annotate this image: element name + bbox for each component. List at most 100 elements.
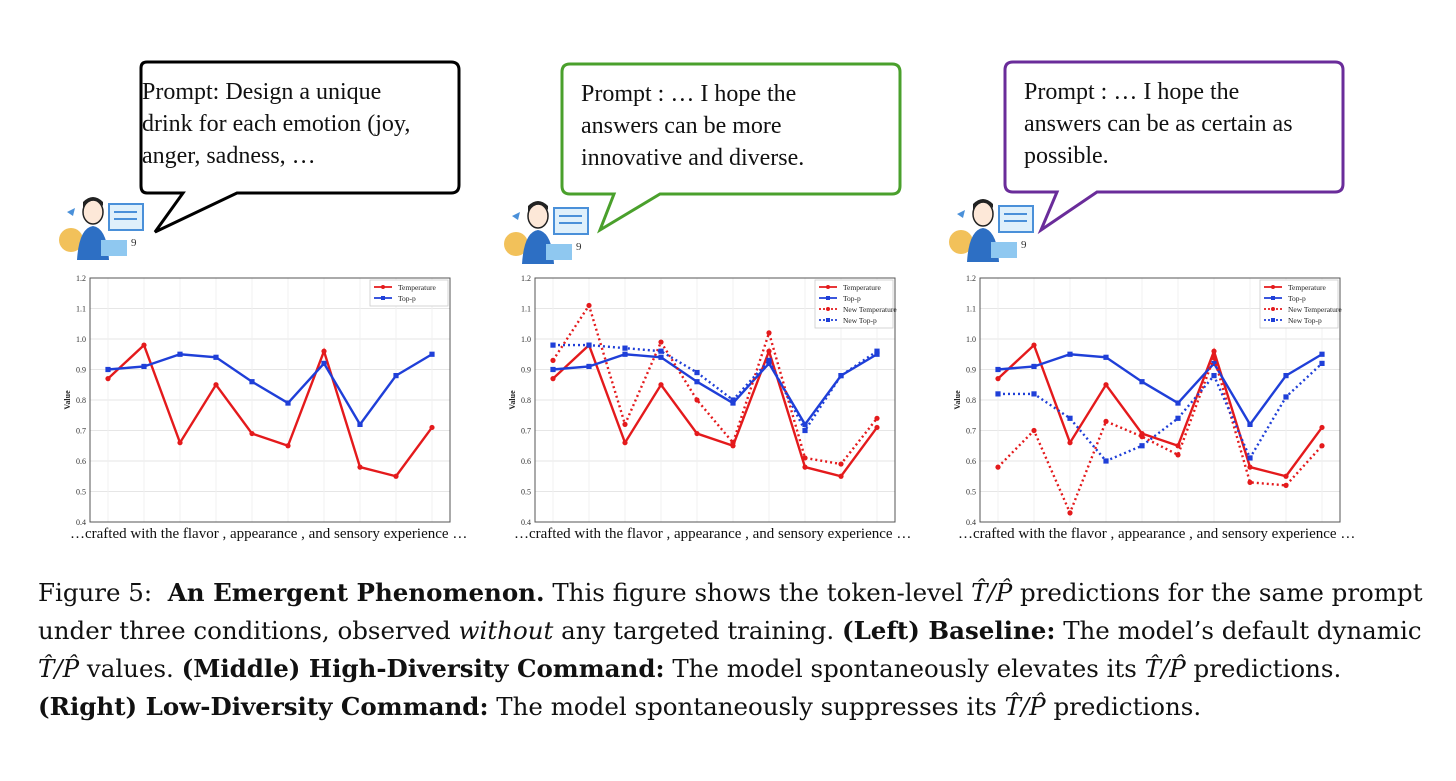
data-point	[285, 443, 291, 449]
y-tick-label: 0.6	[521, 457, 531, 466]
data-point	[586, 363, 592, 370]
y-axis-label: Value	[63, 390, 72, 410]
data-point	[1139, 434, 1145, 440]
data-point	[1175, 400, 1181, 406]
legend-marker	[826, 307, 830, 311]
caption-label: Figure 5:	[38, 578, 153, 607]
data-point	[429, 351, 435, 357]
series-line-new-top-p	[553, 343, 878, 433]
legend-marker	[826, 285, 830, 289]
data-point	[1247, 421, 1253, 427]
data-point	[995, 391, 1001, 397]
panel-middle: Prompt : … I hope the answers can be mor…	[500, 0, 970, 560]
data-point	[285, 400, 291, 406]
y-tick-label: 0.9	[76, 366, 86, 375]
data-point	[393, 473, 399, 479]
y-tick-label: 0.4	[76, 518, 86, 527]
data-point	[1139, 379, 1145, 385]
data-point	[874, 351, 880, 357]
panel-left: Prompt: Design a unique drink for each e…	[55, 0, 525, 560]
speech-bubble-outline	[1003, 60, 1345, 235]
caption-title: An Emergent Phenomenon.	[167, 578, 545, 607]
legend-label: New Top-p	[843, 316, 877, 325]
series-line-temperature	[552, 342, 878, 478]
y-tick-label: 0.9	[966, 366, 976, 375]
tp-symbol: T̂/P̂	[971, 578, 1013, 607]
data-point	[1211, 348, 1217, 354]
data-point	[213, 354, 219, 360]
y-tick-label: 1.1	[76, 305, 86, 314]
y-tick-label: 0.6	[966, 457, 976, 466]
data-point	[1031, 427, 1037, 434]
chart-left: 0.4 0.5 0.6 0.7 0.8 0.9 1.0 1.1 1.2 Value Temperat…	[63, 274, 451, 527]
svg-text:9: 9	[576, 241, 582, 253]
data-point	[586, 302, 592, 309]
user-avatar-icon: 9	[504, 201, 589, 264]
data-point	[1067, 415, 1073, 421]
y-tick-label: 0.5	[76, 488, 86, 497]
legend-marker	[826, 318, 830, 322]
legend-label: New Top-p	[1288, 316, 1322, 325]
y-tick-label: 1.1	[521, 305, 531, 314]
prompt-text: Prompt : … I hope the answers can be mor…	[581, 81, 805, 171]
y-tick-label: 0.5	[966, 488, 976, 497]
data-point	[1283, 373, 1289, 379]
plot-frame	[534, 277, 896, 523]
x-axis-caption-left: …crafted with the flavor , appearance , …	[70, 526, 468, 542]
data-point	[766, 360, 772, 366]
data-point	[1247, 455, 1253, 461]
data-point	[550, 376, 556, 382]
legend-label: Temperature	[398, 283, 436, 292]
x-axis-caption-middle: …crafted with the flavor , appearance , …	[514, 526, 912, 542]
data-point	[249, 379, 255, 385]
data-point	[802, 455, 808, 461]
data-point	[694, 397, 700, 403]
y-tick-label: 1.0	[966, 335, 976, 344]
data-point	[1283, 482, 1289, 488]
data-point	[1211, 373, 1217, 379]
speech-bubble-outline	[139, 60, 461, 234]
data-point	[802, 421, 808, 427]
data-point	[105, 366, 111, 373]
data-point	[730, 440, 736, 446]
prompt-text: Prompt : … I hope the answers can be as …	[1024, 79, 1293, 169]
data-point	[141, 342, 147, 348]
data-point	[694, 379, 700, 385]
speech-bubble-middle	[560, 62, 902, 234]
legend-marker	[381, 285, 385, 289]
x-axis-caption-right: …crafted with the flavor , appearance , …	[958, 526, 1356, 542]
prompt-text: Prompt: Design a unique drink for each e…	[142, 79, 411, 169]
data-point	[658, 354, 664, 360]
data-point	[1067, 510, 1073, 516]
y-tick-label: 0.8	[76, 396, 86, 405]
caption-right-label: (Right) Low-Diversity Command:	[38, 692, 489, 721]
series-line-temperature	[997, 342, 1323, 478]
y-tick-label: 0.8	[966, 396, 976, 405]
y-tick-label: 0.6	[76, 457, 86, 466]
data-point	[622, 345, 628, 351]
data-point	[622, 351, 628, 357]
data-point	[1031, 391, 1037, 397]
data-point	[995, 464, 1001, 470]
data-point	[1283, 394, 1289, 400]
legend-marker	[381, 296, 385, 300]
data-point	[393, 373, 399, 379]
tp-symbol: T̂/P̂	[1004, 692, 1046, 721]
legend-label: New Temperature	[843, 305, 897, 314]
series-line-temperature	[107, 342, 433, 478]
y-tick-label: 0.4	[966, 518, 976, 527]
data-point	[1283, 473, 1289, 479]
data-point	[802, 427, 808, 434]
data-point	[550, 357, 556, 363]
data-point	[1319, 443, 1325, 449]
data-point	[766, 348, 772, 354]
svg-text:9: 9	[1021, 239, 1027, 251]
data-point	[730, 400, 736, 406]
data-point	[1139, 443, 1145, 449]
data-point	[550, 342, 556, 348]
data-point	[1175, 443, 1181, 449]
data-point	[802, 464, 808, 470]
prompt-bubble: Prompt : … I hope the answers can be mor…	[559, 64, 899, 194]
plot-frame	[89, 277, 451, 523]
data-point	[1175, 452, 1181, 458]
